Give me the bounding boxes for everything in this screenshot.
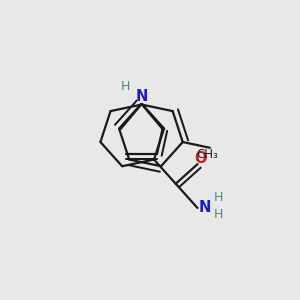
Text: H: H (214, 208, 224, 221)
Text: N: N (135, 89, 148, 104)
Text: N: N (199, 200, 212, 215)
Text: H: H (214, 191, 224, 204)
Text: H: H (121, 80, 130, 93)
Text: CH₃: CH₃ (196, 148, 218, 161)
Text: O: O (194, 151, 206, 166)
